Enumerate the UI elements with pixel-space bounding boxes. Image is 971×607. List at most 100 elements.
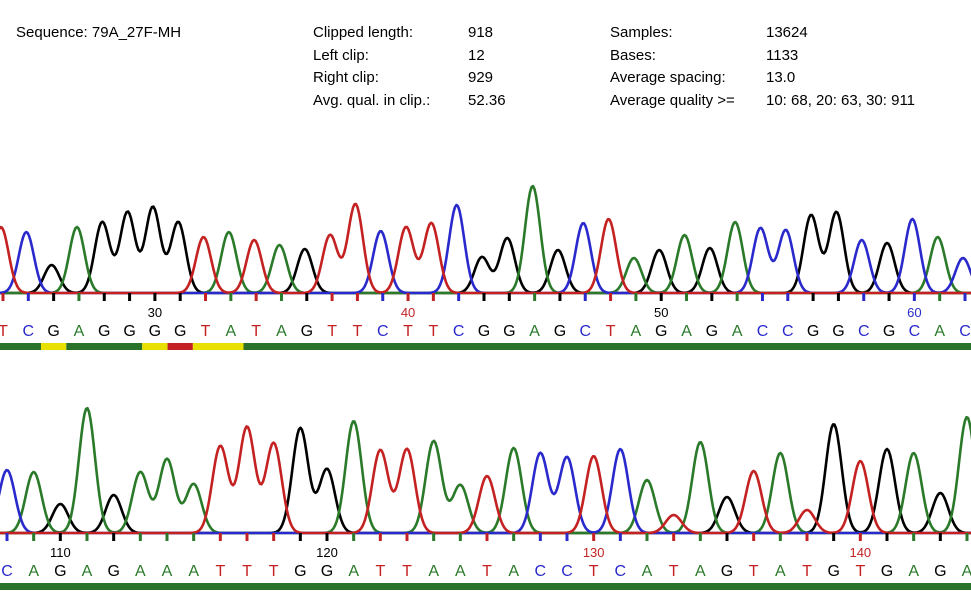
stat-label: Avg. qual. in clip.: [313,91,431,109]
base-tick [378,533,382,541]
base-tick [325,533,329,541]
base-call: C [615,563,627,580]
base-tick [58,533,62,541]
base-call: G [934,563,946,580]
base-call: A [162,563,173,580]
base-call: T [269,563,279,580]
base-tick [938,533,942,541]
base-call: G [54,563,66,580]
base-call: G [883,323,895,340]
base-call: A [82,563,93,580]
base-call: T [402,563,412,580]
position-label: 60 [907,305,921,320]
base-tick [330,293,334,301]
stat-value: 10: 68, 20: 63, 30: 911 [766,91,916,109]
base-call: T [353,323,363,340]
base-tick [565,533,569,541]
base-tick [887,293,891,301]
base-call: A [631,323,642,340]
base-tick [533,293,537,301]
base-call: A [428,563,439,580]
base-tick [811,293,815,301]
base-tick [26,293,30,301]
base-tick [77,293,81,301]
quality-segment-mid [192,343,244,350]
base-tick [457,293,461,301]
base-call: G [832,323,844,340]
base-call: T [606,323,616,340]
base-call: G [47,323,59,340]
base-call: T [242,563,252,580]
stat-label: Average spacing: [610,69,726,86]
base-tick [645,533,649,541]
base-tick [963,293,967,301]
base-call: T [251,323,261,340]
base-tick [583,293,587,301]
base-call: G [301,323,313,340]
base-call: G [706,323,718,340]
base-tick [229,293,233,301]
base-call: T [669,563,679,580]
trace-G [0,205,971,295]
base-tick [153,293,157,301]
quality-segment-low [167,343,193,350]
base-tick [912,533,916,541]
stat-value: 13.0 [766,69,796,86]
base-call: A [732,323,743,340]
base-call: A [529,323,540,340]
clip-stats-values: 918 12 929 52.36 [468,22,506,112]
base-call: A [508,563,519,580]
base-tick [862,293,866,301]
base-call: T [855,563,865,580]
base-tick [32,533,36,541]
stat-value: 52.36 [468,91,506,109]
base-tick [965,533,969,541]
base-call: A [28,563,39,580]
base-tick [778,533,782,541]
base-tick [352,533,356,541]
base-tick [254,293,258,301]
base-tick [5,533,9,541]
base-tick [482,293,486,301]
base-tick [102,293,106,301]
base-tick [752,533,756,541]
base-call: A [188,563,199,580]
clip-stats-labels: Clipped length: Left clip: Right clip: A… [313,22,430,112]
position-label: 130 [583,545,605,560]
base-call: G [827,563,839,580]
quality-segment-high [243,343,971,350]
base-tick [279,293,283,301]
quality-segment-high [0,343,41,350]
base-call: T [215,563,225,580]
base-tick [165,533,169,541]
base-call: G [478,323,490,340]
base-tick [406,293,410,301]
base-tick [634,293,638,301]
base-call: C [909,323,921,340]
base-tick [592,533,596,541]
stat-label: Right clip: [313,69,379,86]
base-tick [760,293,764,301]
base-call: G [321,563,333,580]
base-tick [192,533,196,541]
position-label: 30 [148,305,162,320]
base-tick [786,293,790,301]
chromatogram-panel-2: C A G A G A A A T T T G G A T T A A T A C C T C A T A G T A T G T G A G A110… [0,406,971,590]
base-tick [405,533,409,541]
position-label: 140 [849,545,871,560]
sample-stats-labels: Samples: Bases: Average spacing: Average… [610,22,735,112]
base-call: G [107,563,119,580]
base-tick [458,533,462,541]
base-call: A [348,563,359,580]
base-call: C [453,323,465,340]
base-call: C [757,323,769,340]
base-call: A [962,563,971,580]
base-tick [885,533,889,541]
base-tick [836,293,840,301]
quality-segment-high [0,583,971,590]
base-call: T [482,563,492,580]
quality-segment-mid [40,343,67,350]
base-tick [858,533,862,541]
base-tick [138,533,142,541]
